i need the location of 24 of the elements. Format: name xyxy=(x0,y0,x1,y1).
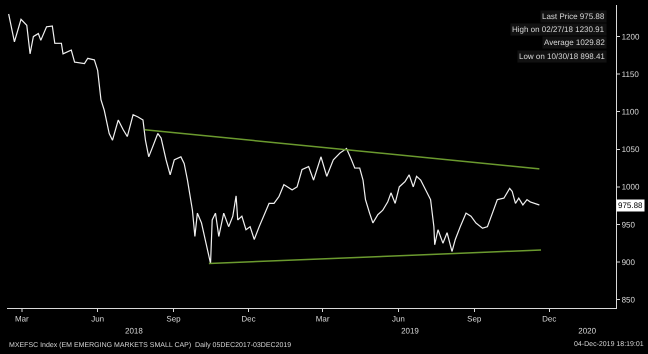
x-tick-label: Sep xyxy=(467,314,482,324)
x2-tick-label: 2019 xyxy=(401,326,420,336)
x-tick-label: Jun xyxy=(91,314,104,324)
x-tick-label: Sep xyxy=(166,314,182,324)
y-tick-label: 1200 xyxy=(622,32,640,42)
annotation: High on 02/27/18 1230.91 xyxy=(512,25,605,34)
y-tick-label: 1100 xyxy=(622,108,640,117)
annotation: Last Price 975.88 xyxy=(542,12,605,21)
y-tick-label: 850 xyxy=(622,295,636,304)
y-tick-label: 950 xyxy=(622,220,636,230)
y-tick-label: 1150 xyxy=(622,70,640,79)
annotation: Average 1029.82 xyxy=(544,38,606,47)
x-tick-label: Jun xyxy=(392,314,405,324)
y-tick-label: 1000 xyxy=(622,182,640,192)
y-tick-label: 1050 xyxy=(622,145,640,154)
x-tick-label: Mar xyxy=(316,314,330,324)
x-tick-label: Dec xyxy=(542,314,556,324)
y-tick-label: 900 xyxy=(622,258,636,267)
x2-tick-label: 2018 xyxy=(125,326,144,336)
annotation: Low on 10/30/18 898.41 xyxy=(519,52,606,61)
x2-tick-label: 2020 xyxy=(578,326,597,336)
annotation: 975.88 xyxy=(618,201,644,210)
x-tick-label: Dec xyxy=(241,314,256,324)
x-tick-label: Mar xyxy=(14,314,30,324)
